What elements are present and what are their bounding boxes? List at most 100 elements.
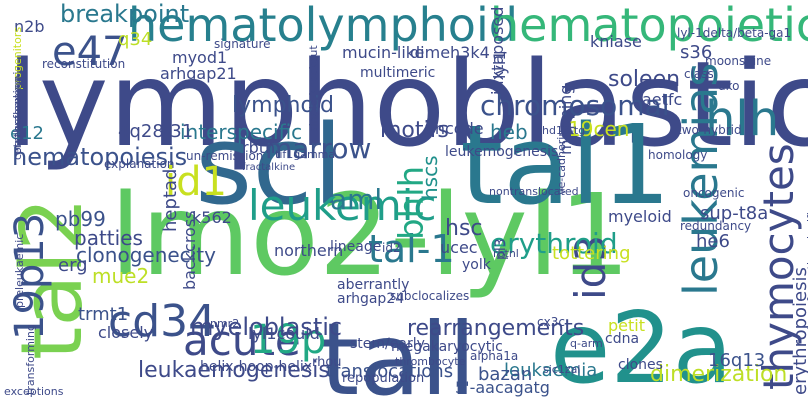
cloud-word: mue2 (92, 264, 150, 288)
cloud-word: nontranslocated (489, 185, 579, 198)
cloud-word: nmr2 (210, 317, 240, 330)
cloud-word: clonogenecity (76, 243, 216, 267)
cloud-word: interspecific (180, 120, 303, 144)
cloud-word: cdna (605, 331, 640, 347)
cloud-word: 4q28-31 (118, 121, 194, 142)
cloud-word: exceptions (4, 385, 64, 398)
cloud-word: cx3c (537, 315, 565, 329)
cloud-word: kniase (590, 32, 642, 51)
cloud-word: 19p (250, 317, 327, 363)
cloud-word: leukaemogenesis (138, 358, 330, 383)
cloud-word: s36 (680, 42, 713, 63)
cloud-word: helix-hoop-helix (200, 359, 313, 375)
cloud-word: bazan (478, 364, 533, 385)
cloud-word: lmo2-lyl1 (110, 171, 631, 301)
cloud-word: lymphoid (232, 93, 335, 118)
cloud-word: lineage (330, 239, 382, 255)
cloud-word: e2a (550, 292, 733, 404)
cloud-word: myod1 (172, 48, 228, 67)
cloud-word: cotransforming (11, 76, 24, 160)
cloud-word: fractalkine (242, 162, 296, 173)
cloud-word: id2 (382, 241, 401, 255)
cloud-word: acute (183, 316, 301, 365)
cloud-word: megakaryocytic (391, 339, 503, 355)
cloud-word: soleen (608, 67, 681, 92)
cloud-word: repopulation (342, 371, 425, 386)
cloud-word: myeloblastic (190, 313, 343, 341)
cloud-word: nhd13-tg (535, 124, 586, 137)
cloud-word: thrombocyte (395, 355, 466, 368)
cloud-word: multimeric (360, 65, 436, 81)
cloud-word: rhou (312, 355, 342, 370)
cloud-word: redundancy (680, 219, 752, 233)
cloud-word: hematopoiesis (12, 143, 188, 171)
cloud-word: he6 (696, 231, 730, 252)
cloud-word: lyl-1delta/beta-ga1 (677, 26, 792, 40)
cloud-word: clones (618, 357, 663, 373)
cloud-word: breakpoint (60, 0, 190, 28)
cloud-word: homology (648, 148, 708, 162)
cloud-word: cd34 (108, 296, 217, 347)
cloud-word: rbtn (242, 138, 276, 157)
cloud-word: two-hybrid (677, 123, 742, 137)
cloud-word: lyl1 (490, 50, 509, 79)
cloud-word: single-knockout (307, 45, 320, 132)
cloud-word: hematolymphoid (128, 0, 518, 52)
cloud-word: k562 (192, 208, 232, 227)
cloud-word: q-arm (570, 337, 603, 350)
cloud-word: petit (608, 316, 645, 335)
cloud-word: myeloid (608, 207, 672, 226)
cloud-word: tottering (552, 243, 631, 264)
cloud-word: tif1gamma (275, 148, 336, 161)
cloud-word: northern (274, 241, 344, 260)
cloud-word: lymphoblastic (6, 35, 808, 173)
cloud-word: scl (195, 101, 344, 229)
cloud-word: leukemogenesis (445, 144, 559, 160)
cloud-word: e47 (52, 29, 128, 75)
cloud-word: e12 (10, 123, 44, 144)
cloud-word: dimerization (650, 362, 788, 387)
cloud-word: aml (330, 183, 383, 216)
cloud-word: erythroid (490, 227, 618, 260)
cloud-word: ucec (440, 238, 478, 257)
cloud-word: translocations (326, 361, 454, 382)
cloud-word: oncogenic (683, 186, 745, 200)
cloud-word: dko (718, 79, 740, 93)
cloud-word: heptad (160, 168, 181, 232)
cloud-word: aetfc (642, 90, 683, 109)
cloud-word: signature (214, 37, 271, 51)
cloud-word: lyl1could (248, 324, 320, 343)
cloud-word: stem/early (350, 336, 425, 352)
cloud-word: 19cen (568, 117, 630, 141)
cloud-word: q34 (118, 29, 153, 50)
cloud-word: encode (425, 119, 484, 138)
cloud-word: trmt1 (78, 304, 129, 325)
cloud-word: un-remission (186, 149, 264, 163)
cloud-word: aberrantly (337, 277, 410, 293)
cloud-word: subclocalizes (390, 289, 470, 303)
cloud-word: chromosomal (480, 89, 670, 122)
cloud-word: hlh (705, 91, 780, 147)
cloud-word: erg (58, 255, 88, 276)
cloud-word: n2b (14, 17, 45, 36)
cloud-word: dimeh3k4 (410, 43, 490, 62)
cloud-word: patties (74, 226, 143, 250)
cloud-word: closely (98, 323, 154, 342)
cloud-word: backcross (180, 210, 199, 290)
cloud-word: tall (320, 301, 477, 404)
cloud-word: hematopoietic (490, 0, 808, 52)
cloud-word: 16q13 (708, 350, 766, 371)
cloud-word: mucin-like (342, 43, 425, 62)
cloud-word: leukaemia (504, 360, 598, 381)
cloud-word: arhgap21 (160, 64, 237, 83)
cloud-word: moonshine (705, 54, 772, 68)
cloud-word: 5'-aacagatg (455, 378, 550, 397)
cloud-word: alpha1a (470, 349, 519, 363)
cloud-word: id1 (165, 159, 227, 205)
cloud-word: leukemic (248, 181, 437, 230)
cloud-word: marrow (265, 132, 372, 165)
cloud-word: pb99 (55, 207, 106, 231)
cloud-word: preleukaemic (13, 233, 26, 308)
cloud-word: sup-t8a (700, 203, 769, 224)
